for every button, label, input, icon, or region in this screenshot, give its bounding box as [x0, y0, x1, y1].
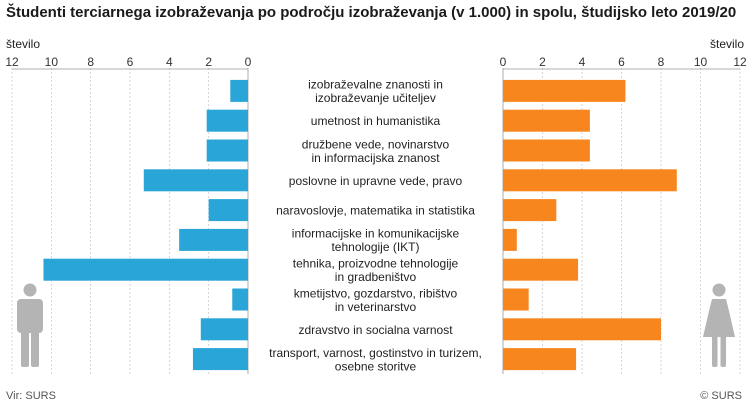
women-bar [503, 228, 517, 251]
women-bar [503, 169, 677, 192]
men-bar [200, 318, 248, 341]
left-tick-label: 10 [45, 55, 59, 69]
women-bar [503, 199, 557, 222]
female-figure-icon [703, 283, 735, 367]
category-label: kmetijstvo, gozdarstvo, ribištvo in veter… [294, 286, 458, 314]
category-label: informacijske in komunikacijske tehnologi… [292, 227, 460, 255]
men-bar [43, 258, 248, 281]
women-bar [503, 79, 626, 102]
left-axis-unit-label: število [6, 37, 41, 51]
left-axis-ticks: 0 2 4 6 8 10 12 [5, 55, 251, 69]
left-tick-label: 8 [87, 55, 94, 69]
right-tick-label: 8 [658, 55, 665, 69]
category-label: izobraževalne znanosti in izobraževanje u… [308, 78, 443, 106]
men-bar [192, 348, 248, 371]
right-tick-label: 6 [618, 55, 625, 69]
category-label: poslovne in upravne vede, pravo [289, 174, 463, 188]
left-tick-label: 12 [5, 55, 19, 69]
men-bar [206, 139, 248, 162]
category-labels: izobraževalne znanosti in izobraževanje u… [269, 78, 482, 374]
left-tick-label: 4 [166, 55, 173, 69]
right-axis-unit-label: število [709, 37, 744, 51]
men-bar [232, 288, 248, 311]
women-bar [503, 318, 661, 341]
men-bar [230, 79, 248, 102]
men-bar [206, 109, 248, 132]
category-label: zdravstvo in socialna varnost [298, 323, 453, 337]
women-bar [503, 348, 577, 371]
category-label: umetnost in humanistika [311, 114, 441, 128]
category-label: naravoslovje, matematika in statistika [276, 204, 475, 218]
category-label: tehnika, proizvodne tehnologije in gradbe… [293, 256, 459, 284]
women-bar [503, 288, 529, 311]
category-label: družbene vede, novinarstvo in informacijs… [302, 137, 450, 165]
right-axis-ticks: 0 2 4 6 8 10 12 [500, 55, 747, 69]
women-bar [503, 258, 579, 281]
right-tick-label: 10 [694, 55, 708, 69]
right-tick-label: 0 [500, 55, 507, 69]
male-figure-icon [17, 283, 43, 367]
men-bars [43, 79, 248, 371]
right-tick-label: 12 [733, 55, 747, 69]
women-bars [503, 79, 677, 371]
left-tick-label: 0 [245, 55, 252, 69]
men-bar [143, 169, 248, 192]
men-bar [179, 228, 248, 251]
left-tick-label: 6 [127, 55, 134, 69]
right-tick-label: 2 [539, 55, 546, 69]
chart-title: Študenti terciarnega izobraževanja po po… [6, 4, 737, 21]
left-tick-label: 2 [205, 55, 212, 69]
men-bar [208, 199, 248, 222]
category-label: transport, varnost, gostinstvo in turize… [269, 346, 482, 374]
source-note: Vir: SURS [6, 390, 56, 402]
women-bar [503, 139, 590, 162]
women-bar [503, 109, 590, 132]
right-tick-label: 4 [579, 55, 586, 69]
copyright-note: © SURS [700, 390, 742, 402]
